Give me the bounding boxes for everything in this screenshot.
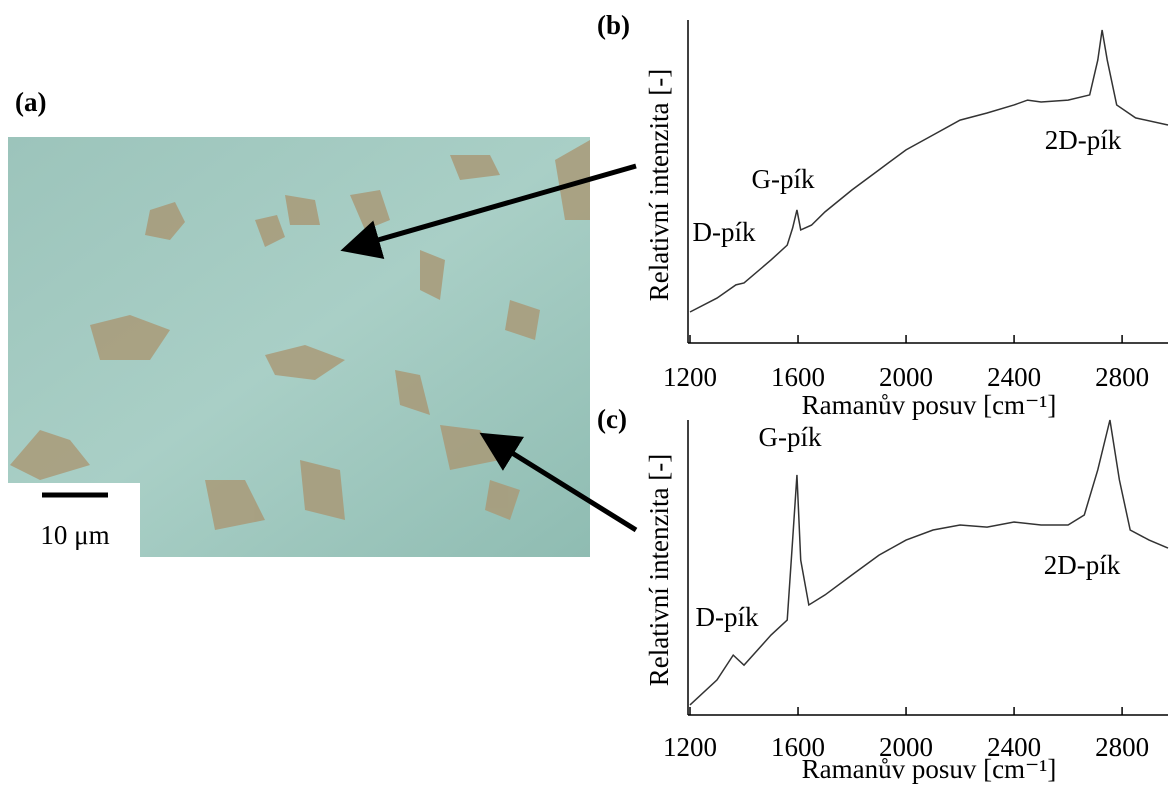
peak-label: G-pík bbox=[752, 164, 815, 194]
spectrum-line bbox=[689, 29, 1169, 313]
x-tick-label: 2800 bbox=[1095, 362, 1149, 392]
scale-bar-label: 10 μm bbox=[40, 520, 109, 550]
x-tick-label: 2000 bbox=[879, 362, 933, 392]
panel-label: (a) bbox=[15, 87, 46, 117]
peak-label: D-pík bbox=[696, 602, 759, 632]
peak-label: D-pík bbox=[693, 217, 756, 247]
x-tick-label: 1200 bbox=[663, 732, 717, 762]
spectrum-line bbox=[689, 419, 1169, 706]
panel-label: (c) bbox=[597, 404, 627, 434]
x-tick-label: 2000 bbox=[879, 732, 933, 762]
x-tick-label: 1200 bbox=[663, 362, 717, 392]
micrograph: 10 μm bbox=[8, 137, 590, 557]
x-axis-label: Ramanův posuv [cm⁻¹] bbox=[802, 390, 1057, 420]
y-axis-label: Relativní intenzita [-] bbox=[644, 454, 674, 686]
x-tick-label: 1600 bbox=[771, 732, 825, 762]
arrow bbox=[479, 432, 638, 533]
peak-label: 2D-pík bbox=[1044, 550, 1121, 580]
x-tick-label: 2400 bbox=[987, 732, 1041, 762]
x-tick-label: 2400 bbox=[987, 362, 1041, 392]
x-tick-label: 1600 bbox=[771, 362, 825, 392]
x-tick-label: 2800 bbox=[1095, 732, 1149, 762]
peak-label: G-pík bbox=[759, 422, 822, 452]
panel-label: (b) bbox=[597, 10, 630, 40]
arrow bbox=[340, 163, 637, 259]
peak-label: 2D-pík bbox=[1045, 125, 1122, 155]
x-axis-label: Ramanův posuv [cm⁻¹] bbox=[802, 754, 1057, 784]
y-axis-label: Relativní intenzita [-] bbox=[644, 69, 674, 301]
